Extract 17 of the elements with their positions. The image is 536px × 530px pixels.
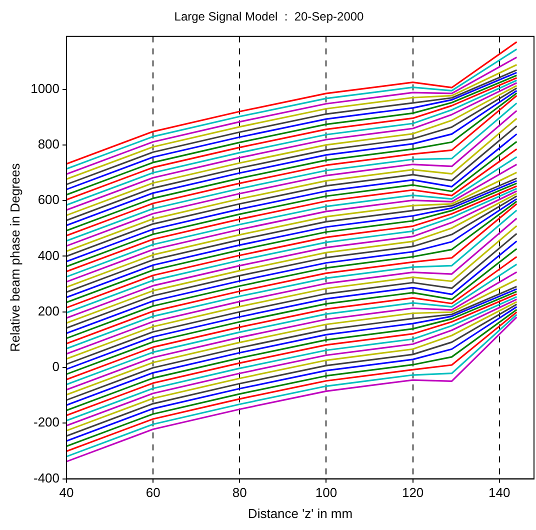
y-tick-label: 1000 — [30, 80, 60, 96]
x-tick-label: 120 — [402, 485, 424, 500]
y-tick-label: 800 — [38, 136, 60, 152]
y-tick-label: 0 — [52, 359, 60, 374]
x-tick-label: 60 — [146, 485, 160, 500]
y-tick-label: 400 — [38, 248, 60, 263]
chart-title: Large Signal Model : 20-Sep-2000 — [174, 10, 364, 24]
y-tick-label: 600 — [38, 192, 60, 208]
x-tick-label: 80 — [232, 485, 247, 500]
y-tick-label: -200 — [33, 414, 60, 430]
x-tick-label: 100 — [315, 485, 338, 500]
y-tick-label: -400 — [33, 470, 60, 486]
y-tick-label: 200 — [38, 303, 60, 318]
x-tick-label: 40 — [59, 485, 74, 500]
x-axis-title: Distance 'z' in mm — [248, 506, 353, 521]
x-tick-label: 140 — [488, 485, 510, 500]
y-axis-title: Relative beam phase in Degrees — [7, 162, 22, 352]
